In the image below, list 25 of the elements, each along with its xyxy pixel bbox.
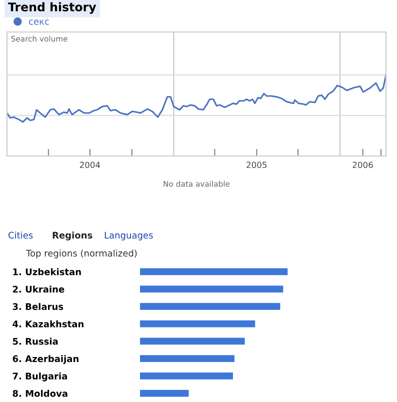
x-tick-label: 2004 — [80, 162, 100, 168]
x-tick-label: 2005 — [246, 162, 267, 168]
bar — [140, 320, 256, 328]
chart-title: Trend history — [8, 2, 96, 14]
x-tick-label: 2006 — [352, 162, 373, 168]
y-tick-label: 8. Moldova — [12, 390, 68, 397]
text: Languages — [104, 232, 153, 240]
y-tick-label: 7. Bulgaria — [12, 372, 67, 382]
bar — [140, 268, 288, 276]
bar — [140, 390, 189, 397]
y-tick-label: 5. Russia — [12, 338, 58, 345]
bar — [140, 355, 234, 362]
legend-label: секс — [28, 20, 49, 25]
y-tick-label: 6. Azerbaijan — [12, 355, 78, 364]
y-tick-label: 2. Ukraine — [12, 286, 64, 293]
text: Cities — [8, 232, 33, 239]
text: Regions — [52, 232, 92, 240]
bar — [140, 286, 284, 293]
bar — [140, 302, 280, 310]
bar — [140, 338, 245, 345]
chart-subtitle: Top regions (normalized) — [26, 250, 137, 258]
y-tick-label: 3. Belarus — [12, 303, 64, 310]
bar — [140, 372, 233, 380]
y-tick-label: 4. Kazakhstan — [12, 320, 84, 328]
y-tick-label: 1. Uzbekistan — [13, 268, 81, 276]
